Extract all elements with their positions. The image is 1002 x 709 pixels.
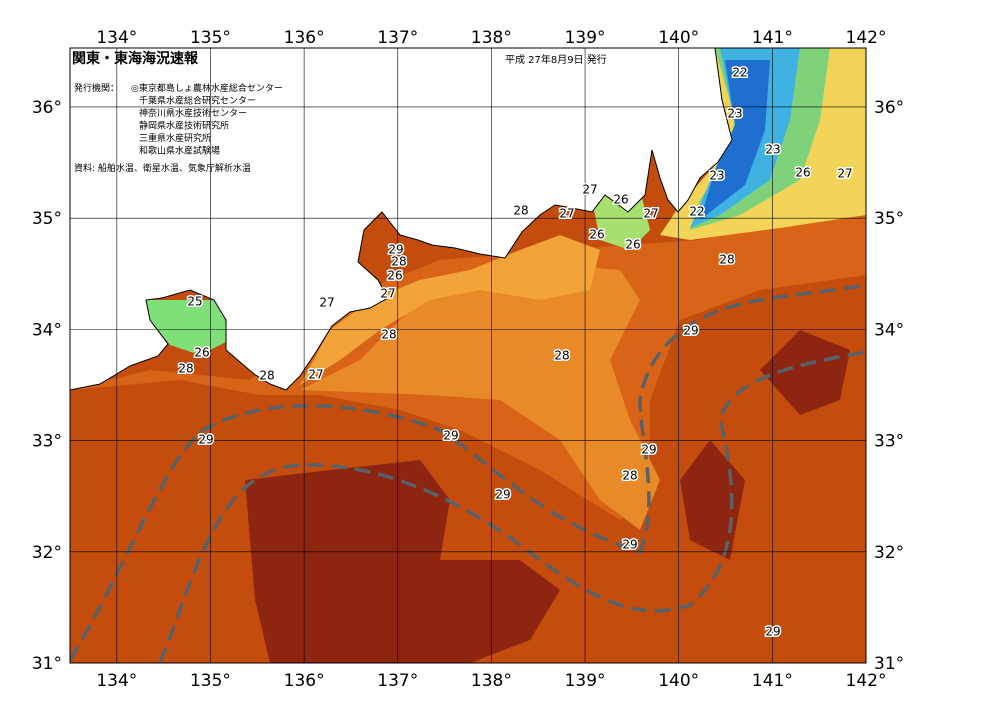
issuer: 千葉県水産総合研究センター [139,95,256,107]
contour-label: 26 [625,238,640,252]
graticule [70,48,866,663]
contour-label: 29 [495,488,510,502]
contour-label: 29 [622,538,637,552]
lon-tick-label: 142° [846,28,887,48]
lon-tick-label: 135° [190,671,231,691]
contour-label: 27 [837,167,852,181]
lon-tick-label: 140° [658,671,699,691]
contour-label: 26 [613,193,628,207]
contour-label: 29 [198,433,213,447]
issuer: 和歌山県水産試験場 [139,145,220,157]
lat-tick-label: 34° [32,320,62,340]
contour-label: 29 [765,625,780,639]
lat-tick-label: 31° [874,654,904,674]
hot-core [760,330,850,415]
map-frame [69,47,867,664]
contour-label: 26 [194,346,209,360]
contour-label: 29 [443,429,458,443]
contour-label: 23 [709,169,724,183]
contour-label: 27 [380,287,395,301]
bay-zone [145,300,230,355]
contour-label: 23 [727,107,742,121]
issuers-label: 発行機関： [74,82,119,94]
issuer: 神奈川県水産技術センター [139,107,247,119]
lat-tick-label: 33° [32,432,62,452]
contour-label: 27 [559,207,574,221]
issuer: 静岡県水産技術研究所 [139,120,229,132]
lon-tick-label: 137° [377,28,418,48]
lon-tick-label: 139° [565,28,606,48]
hot-core [245,460,560,663]
issuer: 三重県水産研究所 [139,132,211,144]
contour-label: 29 [641,443,656,457]
warmer-zone [300,265,660,530]
lon-tick-label: 136° [284,671,325,691]
lat-tick-label: 34° [874,320,904,340]
contour-label: 28 [719,253,734,267]
lon-tick-label: 139° [565,671,606,691]
contour-label: 28 [178,362,193,376]
lon-tick-label: 136° [284,28,325,48]
lon-tick-label: 142° [846,671,887,691]
contour-label: 27 [643,207,658,221]
lon-tick-label: 137° [377,671,418,691]
lat-tick-label: 36° [32,98,62,118]
contour-label: 27 [582,183,597,197]
issuers: ◎東京都島しょ農林水産総合センター千葉県水産総合研究センター神奈川県水産技術セン… [131,82,283,157]
contour-label: 28 [259,369,274,383]
contour-label: 23 [765,143,780,157]
tick-labels: 134° 134° 135° 135° 136° 136° 137° 137° 138° 138°… [32,28,904,691]
contour-label: 29 [388,243,403,257]
kuroshio-axis [70,283,866,661]
contour-label: 25 [187,295,202,309]
contour-label: 28 [554,349,569,363]
lat-tick-label: 35° [32,209,62,229]
cold-core [700,60,770,220]
lat-tick-label: 32° [874,543,904,563]
lat-tick-label: 35° [874,209,904,229]
lon-tick-label: 138° [471,671,512,691]
contour-label: 26 [795,166,810,180]
contour-label: 28 [622,469,637,483]
lon-tick-label: 134° [96,28,137,48]
contour-label: 28 [513,204,528,218]
lat-tick-label: 31° [32,654,62,674]
lat-tick-label: 32° [32,543,62,563]
lat-tick-label: 33° [874,432,904,452]
lon-tick-label: 140° [658,28,699,48]
contour-label: 28 [391,255,406,269]
contour-label: 26 [589,228,604,242]
source: 資料: 船舶水温、衛星水温、気象庁解析水温 [74,162,251,174]
coastal-zone [300,235,600,385]
title: 関東・東海海況速報 [72,50,199,67]
land [70,48,733,391]
contour-label: 22 [732,66,747,80]
lat-tick-label: 36° [874,98,904,118]
lon-tick-label: 141° [752,671,793,691]
issue-date: 平成 27年8月9日 発行 [505,53,607,66]
contour-label: 28 [381,328,396,342]
lon-tick-label: 135° [190,28,231,48]
lon-tick-label: 134° [96,671,137,691]
contour-label: 29 [683,324,698,338]
issuer: ◎東京都島しょ農林水産総合センター [131,82,283,94]
lon-tick-label: 141° [752,28,793,48]
contour-label: 22 [689,205,704,219]
contour-label: 26 [387,269,402,283]
lon-tick-label: 138° [471,28,512,48]
contour-label: 27 [319,296,334,310]
contour-label: 27 [308,368,323,382]
